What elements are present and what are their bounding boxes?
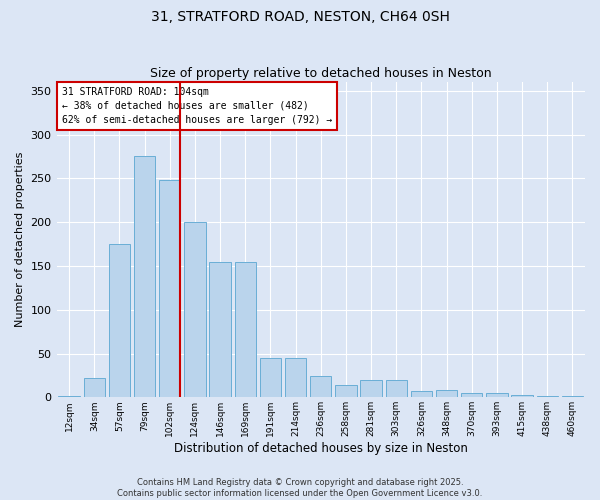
Text: 31, STRATFORD ROAD, NESTON, CH64 0SH: 31, STRATFORD ROAD, NESTON, CH64 0SH — [151, 10, 449, 24]
Bar — [235, 262, 256, 398]
Bar — [109, 244, 130, 398]
Y-axis label: Number of detached properties: Number of detached properties — [15, 152, 25, 328]
Bar — [486, 393, 508, 398]
Title: Size of property relative to detached houses in Neston: Size of property relative to detached ho… — [150, 66, 491, 80]
Bar — [511, 394, 533, 398]
Bar — [536, 396, 558, 398]
Bar — [209, 262, 231, 398]
Text: Contains HM Land Registry data © Crown copyright and database right 2025.
Contai: Contains HM Land Registry data © Crown c… — [118, 478, 482, 498]
Bar — [159, 180, 181, 398]
X-axis label: Distribution of detached houses by size in Neston: Distribution of detached houses by size … — [174, 442, 468, 455]
Bar — [134, 156, 155, 398]
Bar — [285, 358, 307, 398]
Bar — [461, 393, 482, 398]
Bar — [310, 376, 331, 398]
Bar — [361, 380, 382, 398]
Bar — [83, 378, 105, 398]
Text: 31 STRATFORD ROAD: 104sqm
← 38% of detached houses are smaller (482)
62% of semi: 31 STRATFORD ROAD: 104sqm ← 38% of detac… — [62, 87, 332, 125]
Bar — [260, 358, 281, 398]
Bar — [386, 380, 407, 398]
Bar — [436, 390, 457, 398]
Bar — [335, 385, 356, 398]
Bar — [411, 391, 432, 398]
Bar — [58, 396, 80, 398]
Bar — [562, 396, 583, 398]
Bar — [184, 222, 206, 398]
